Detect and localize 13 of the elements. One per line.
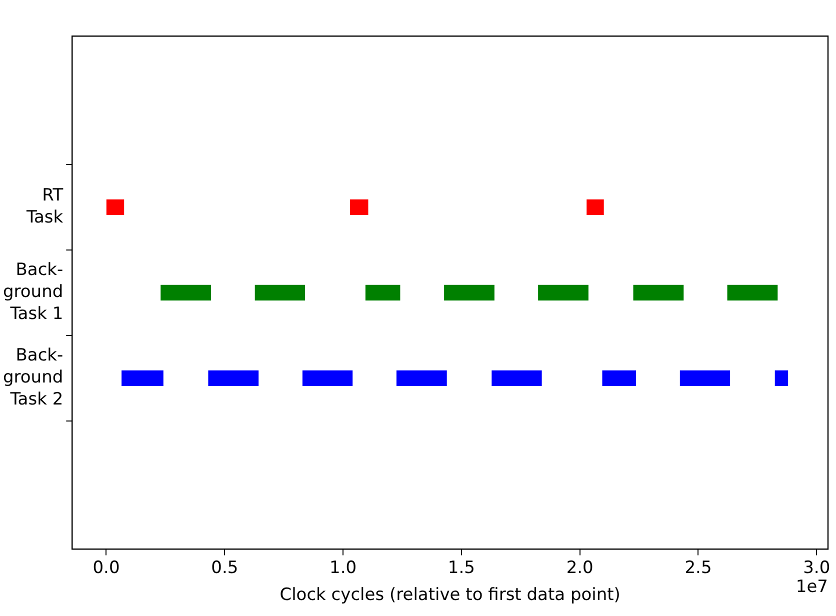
- x-tick-label: 1.0: [330, 558, 357, 578]
- x-tick-label: 2.0: [566, 558, 594, 578]
- y-tick-label: RT Task: [25, 186, 64, 228]
- x-tick-label: 2.5: [684, 558, 712, 578]
- y-tick-label: Back- ground Task 2: [2, 346, 64, 410]
- y-tick-label: Back- ground Task 1: [2, 260, 64, 324]
- bar: [774, 370, 788, 386]
- x-tick-label: 1.5: [448, 558, 475, 578]
- x-axis-title: Clock cycles (relative to first data point): [280, 585, 620, 606]
- x-tick-label: 0.5: [211, 558, 238, 578]
- x-tick-label: 0.0: [92, 558, 120, 578]
- x-tick-label: 3.0: [803, 558, 830, 578]
- text: 1e7: [796, 577, 828, 598]
